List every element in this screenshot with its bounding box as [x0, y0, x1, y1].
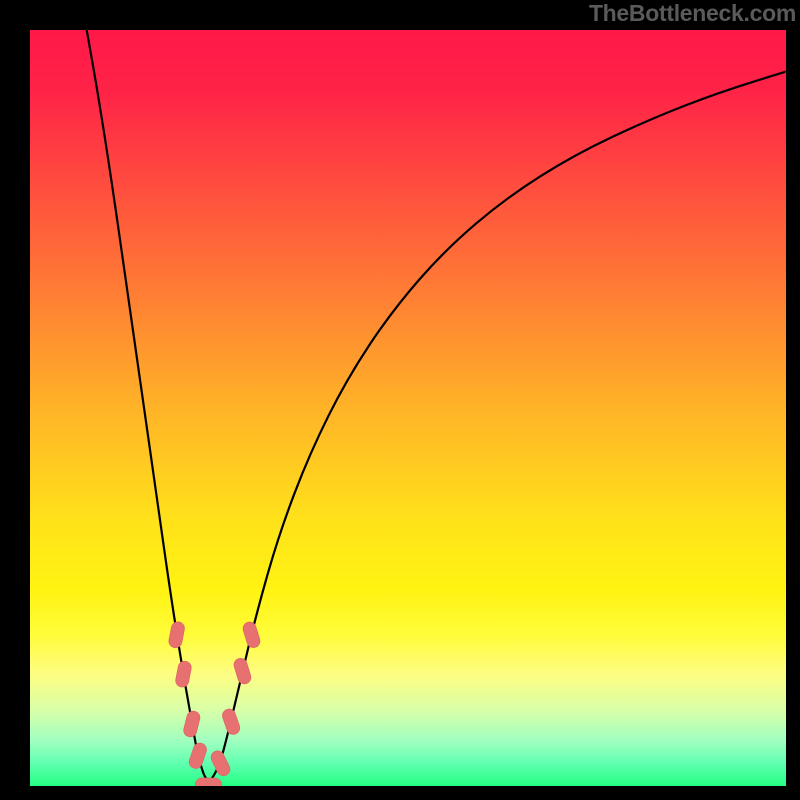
curve-bead-marker [241, 620, 261, 649]
curve-bead-marker [209, 749, 232, 778]
curve-bead-marker [175, 660, 193, 688]
chart-frame: TheBottleneck.com [0, 0, 800, 800]
curve-bead-marker [195, 778, 221, 786]
curve-layer [30, 30, 786, 786]
plot-area [30, 30, 786, 786]
curve-bead-marker [187, 741, 208, 770]
curve-bead-marker [232, 657, 252, 686]
curve-bead-marker [182, 710, 201, 738]
curve-bead-marker [168, 621, 186, 649]
curve-bead-marker [221, 707, 242, 736]
watermark-text: TheBottleneck.com [589, 0, 796, 27]
